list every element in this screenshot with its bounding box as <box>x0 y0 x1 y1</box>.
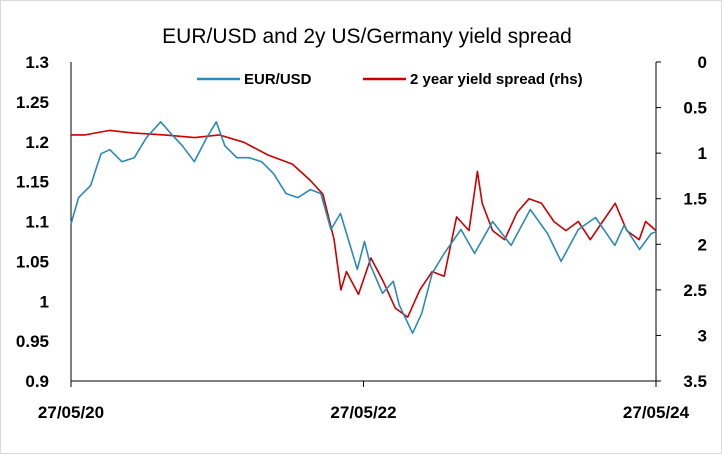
series-line-eurusd <box>70 121 657 335</box>
left-tick-label: 0.95 <box>16 332 49 351</box>
left-tick-label: 1.1 <box>25 213 49 232</box>
x-tick-label: 27/05/22 <box>330 403 396 422</box>
right-axis-ticks: 0 0.5 1 1.5 2 2.5 3 3.5 <box>656 53 707 391</box>
right-tick-label: 0.5 <box>683 99 707 118</box>
left-tick-label: 1.25 <box>16 93 49 112</box>
left-tick-label: 1.05 <box>16 252 49 271</box>
left-tick-label: 1 <box>40 292 49 311</box>
chart-title: EUR/USD and 2y US/Germany yield spread <box>162 25 572 48</box>
x-tick-label: 27/05/20 <box>38 403 104 422</box>
right-tick-label: 3 <box>698 326 707 345</box>
legend-label-eurusd: EUR/USD <box>244 71 312 88</box>
right-tick-label: 0 <box>698 53 707 72</box>
x-axis-ticks: 27/05/20 27/05/22 27/05/24 <box>38 381 690 422</box>
x-tick-label: 27/05/24 <box>623 403 690 422</box>
right-tick-label: 2 <box>698 235 707 254</box>
left-tick-label: 1.15 <box>16 173 49 192</box>
series-line-spread <box>71 129 657 319</box>
right-tick-label: 2.5 <box>683 281 707 300</box>
left-tick-label: 1.3 <box>25 53 49 72</box>
right-tick-label: 3.5 <box>683 372 707 391</box>
right-tick-label: 1 <box>698 144 707 163</box>
left-axis-ticks: 1.3 1.25 1.2 1.15 1.1 1.05 1 0.95 0.9 <box>16 53 49 391</box>
series-group <box>70 121 657 335</box>
legend-label-spread: 2 year yield spread (rhs) <box>410 71 583 88</box>
right-tick-label: 1.5 <box>683 190 707 209</box>
left-tick-label: 1.2 <box>25 133 49 152</box>
left-tick-label: 0.9 <box>25 372 49 391</box>
